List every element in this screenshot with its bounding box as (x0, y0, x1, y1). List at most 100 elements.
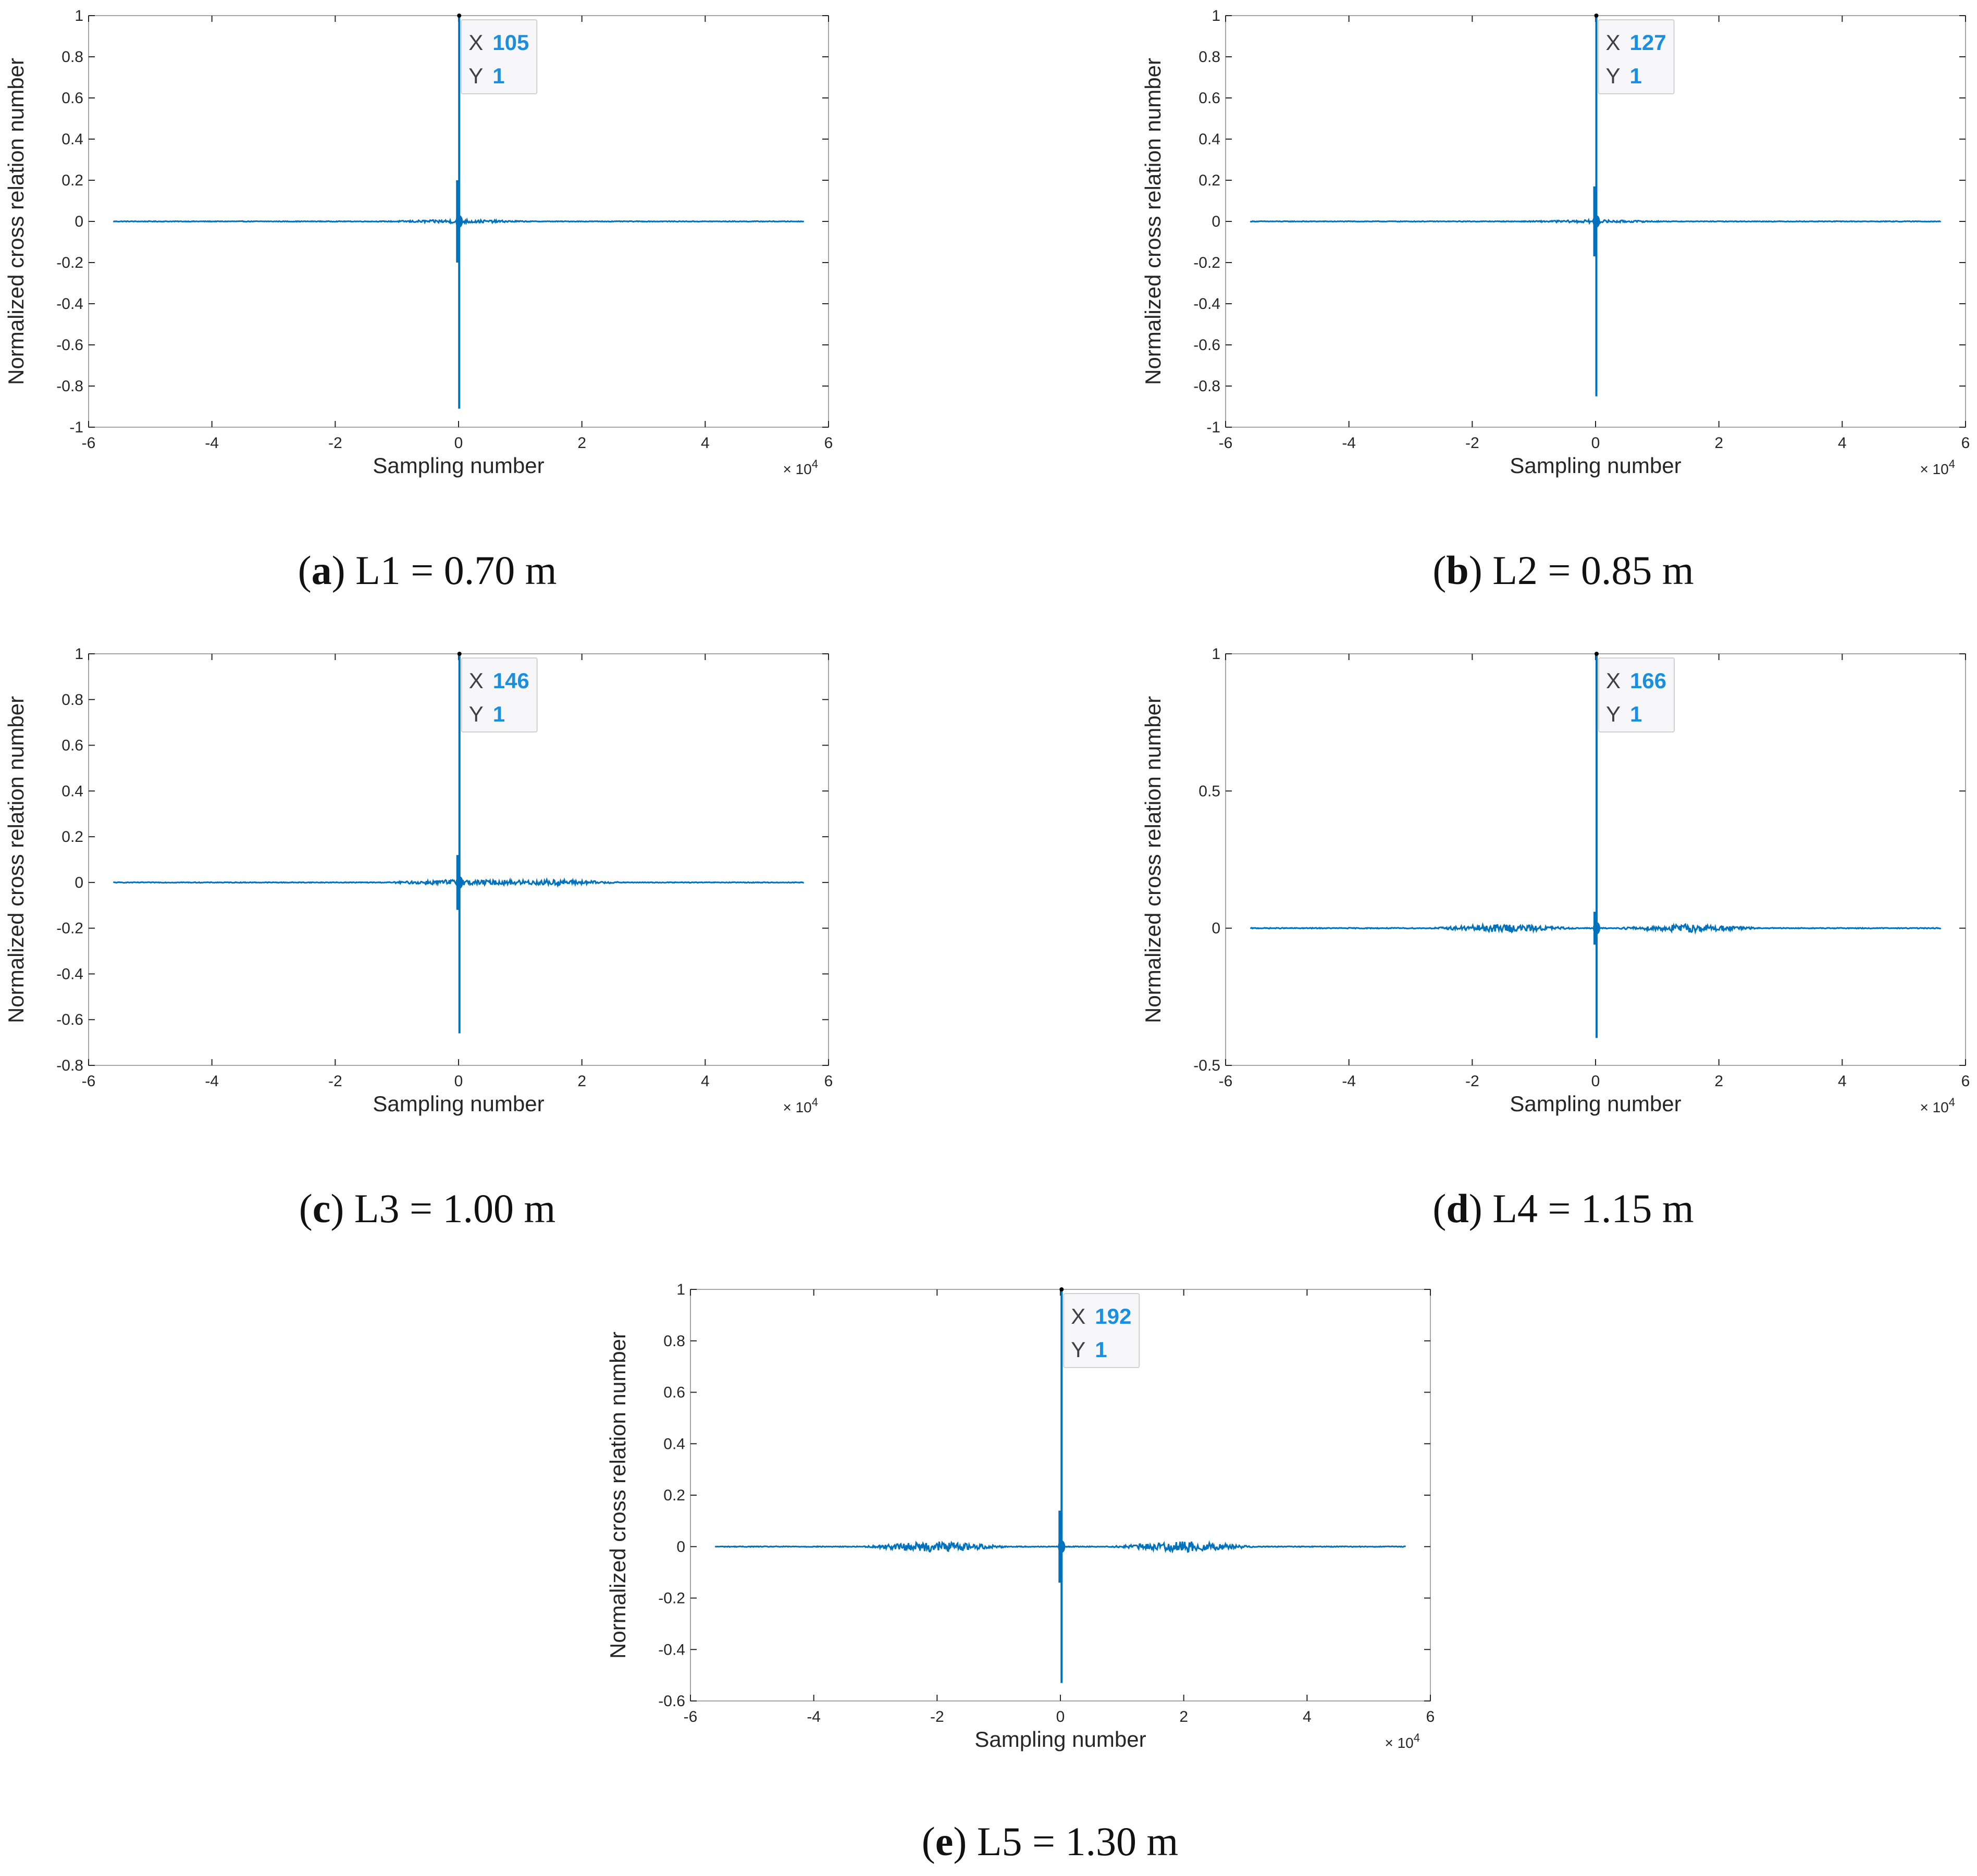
datatip-x-key: X (1606, 30, 1621, 55)
y-tick-label: -0.2 (56, 254, 83, 271)
x-tick-label: -4 (205, 1073, 219, 1090)
x-tick-label: 0 (454, 1073, 463, 1090)
x-axis-label: Sampling number (373, 453, 544, 478)
y-tick-label: 0 (75, 213, 83, 230)
y-tick-label: 1 (1212, 645, 1220, 663)
x-exponent-power: 4 (1414, 1731, 1420, 1744)
datatip-marker (457, 14, 462, 18)
caption-e: (e) L5 = 1.30 m (921, 1819, 1179, 1864)
y-axis-label: Normalized cross relation number (4, 58, 28, 385)
x-tick-label: 6 (824, 1073, 833, 1090)
y-tick-label: -0.4 (658, 1641, 685, 1658)
y-tick-label: -0.8 (56, 378, 83, 395)
x-exponent-base: × 10 (783, 461, 811, 477)
chart-panel-b: -1 -0.8 -0.6 -0.4 -0.2 0 0.2 0.4 0.6 0.8 1 -6 -4 -2 0 2… (1141, 7, 1970, 478)
y-tick-label: 0 (75, 874, 83, 891)
y-tick-label: -0.8 (1193, 378, 1220, 395)
y-tick-label: 0.8 (61, 48, 83, 66)
x-axis-label: Sampling number (1510, 453, 1681, 478)
y-tick-label: 0.6 (61, 90, 83, 107)
y-tick-label: -0.6 (56, 1011, 83, 1028)
x-exponent-power: 4 (812, 457, 818, 470)
datatip-box (1598, 19, 1675, 94)
datatip-x-key: X (1606, 668, 1621, 693)
datatip-y-value: 1 (492, 64, 504, 88)
y-tick-label: -1 (1206, 419, 1220, 436)
y-axis-label: Normalized cross relation number (4, 696, 28, 1023)
signal-center-blob (1058, 1540, 1066, 1553)
y-tick-label: 0.4 (663, 1435, 685, 1452)
caption-b: (b) L2 = 0.85 m (1432, 548, 1694, 593)
datatip-y-key: Y (468, 64, 483, 88)
caption-text: L5 = 1.30 m (977, 1819, 1179, 1864)
signal-center-blob (455, 876, 463, 889)
y-tick-label: 0.2 (1198, 172, 1220, 189)
plot-area (690, 1289, 1431, 1701)
datatip-x-value: 127 (1630, 30, 1666, 55)
datatip-y-value: 1 (1630, 64, 1642, 88)
x-tick-label: 0 (1591, 434, 1600, 452)
x-tick-label: 4 (1303, 1708, 1312, 1725)
x-tick-label: -2 (328, 434, 342, 452)
chart-panel-e: -0.6-0.4-0.200.20.40.60.81-6 -4 -2 0 2 4 6× 10… (606, 1281, 1435, 1751)
y-axis-label: Normalized cross relation number (606, 1332, 630, 1659)
x-tick-label: -6 (82, 434, 96, 452)
y-tick-label: 0.2 (663, 1487, 685, 1504)
y-tick-label: 1 (676, 1281, 685, 1298)
datatip-x-key: X (468, 30, 483, 55)
caption-text: L4 = 1.15 m (1492, 1186, 1694, 1231)
y-tick-label: 0.4 (61, 131, 83, 148)
datatip-marker (1594, 14, 1599, 18)
x-tick-label: -4 (1342, 1073, 1356, 1090)
signal-center-blob (1592, 215, 1600, 228)
y-axis-label: Normalized cross relation number (1141, 696, 1165, 1023)
caption-d: (d) L4 = 1.15 m (1432, 1186, 1694, 1231)
datatip-marker (1594, 652, 1599, 656)
x-tick-label: -6 (1219, 1073, 1233, 1090)
x-exponent-base: × 10 (783, 1099, 811, 1115)
x-tick-label: 6 (1961, 1073, 1970, 1090)
x-axis-label: Sampling number (1510, 1091, 1681, 1116)
caption-a: (a) L1 = 0.70 m (298, 548, 557, 593)
x-tick-label: 4 (1838, 1073, 1847, 1090)
x-tick-label: 2 (1179, 1708, 1188, 1725)
x-exponent-label: × 104 (783, 1096, 818, 1115)
datatip-x-value: 166 (1630, 668, 1666, 693)
datatip-x-value: 192 (1095, 1304, 1131, 1328)
y-tick-label: 1 (1212, 7, 1220, 24)
datatip-y-key: Y (469, 702, 484, 726)
x-exponent-label: × 104 (1920, 457, 1955, 477)
x-tick-label: 4 (1838, 434, 1847, 452)
caption-letter: d (1446, 1186, 1469, 1231)
y-tick-label: -0.6 (658, 1693, 685, 1710)
y-tick-label: 0.4 (61, 782, 83, 800)
y-tick-label: 0 (1212, 920, 1220, 937)
caption-c: (c) L3 = 1.00 m (299, 1186, 556, 1231)
signal-center-blob (455, 215, 463, 228)
x-axis-label: Sampling number (373, 1091, 544, 1116)
x-tick-label: 2 (1714, 434, 1723, 452)
x-tick-label: 4 (701, 1073, 710, 1090)
x-tick-label: -2 (1465, 434, 1479, 452)
x-exponent-label: × 104 (783, 457, 818, 477)
x-tick-label: -4 (1342, 434, 1356, 452)
x-exponent-base: × 10 (1385, 1735, 1413, 1751)
datatip-y-key: Y (1606, 64, 1621, 88)
datatip-box (1598, 657, 1675, 732)
caption-text: L2 = 0.85 m (1492, 548, 1694, 593)
x-exponent-base: × 10 (1920, 1099, 1948, 1115)
y-tick-label: 0.5 (1198, 782, 1220, 800)
datatip-x-key: X (469, 668, 484, 693)
caption-letter: a (311, 548, 332, 593)
y-tick-label: 0.2 (61, 828, 83, 846)
caption-text: L3 = 1.00 m (354, 1186, 556, 1231)
x-tick-label: -2 (328, 1073, 342, 1090)
x-tick-label: -6 (1219, 434, 1233, 452)
x-axis-label: Sampling number (974, 1727, 1146, 1751)
y-tick-label: 0.2 (61, 172, 83, 189)
datatip-y-key: Y (1606, 702, 1621, 726)
x-tick-label: -2 (930, 1708, 944, 1725)
y-tick-label: -0.2 (56, 920, 83, 937)
signal-center-blob (1592, 922, 1600, 935)
